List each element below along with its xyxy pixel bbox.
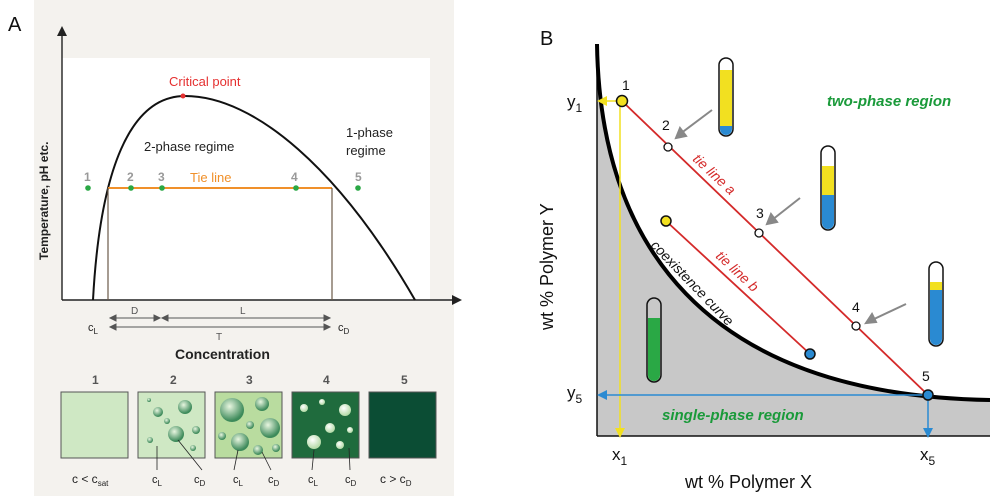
box-number-1: 1 (92, 373, 99, 387)
pointer-arrows (674, 109, 907, 325)
test-tube-point-3 (820, 145, 836, 231)
point-2-label: 2 (662, 117, 670, 133)
dim-d-label: D (131, 306, 138, 317)
x-axis-label: Concentration (175, 346, 270, 362)
x5-label: x5 (920, 445, 936, 468)
two-phase-label: 2-phase regime (144, 139, 234, 154)
x1-label: x1 (612, 445, 628, 468)
point-5-marker (922, 389, 934, 401)
box-4-cd: cD (345, 474, 357, 488)
state-point-2 (128, 185, 134, 191)
point-1-label: 1 (622, 77, 630, 93)
droplets-box-4 (300, 399, 353, 449)
box-number-4: 4 (323, 373, 330, 387)
point-label-5: 5 (355, 170, 362, 184)
coexistence-curve (595, 43, 990, 402)
one-phase-label-line1: 1-phase (346, 125, 393, 140)
box-number-5: 5 (401, 373, 408, 387)
box-number-3: 3 (246, 373, 253, 387)
box-2-cl: cL (152, 474, 163, 488)
point-1-marker (615, 94, 629, 108)
point-label-4: 4 (291, 170, 298, 184)
y-axis-label-b: wt % Polymer Y (537, 203, 557, 331)
cd-axis-label: cD (338, 322, 350, 336)
dim-t-label: T (216, 332, 222, 343)
x1-guide-arrow (615, 428, 625, 438)
tie-line-label: Tie line (190, 170, 231, 185)
box-5-label: c > cD (380, 472, 412, 488)
droplets-box-3 (218, 397, 280, 455)
single-phase-region-label: single-phase region (662, 407, 804, 424)
point-3-label: 3 (756, 205, 764, 221)
y1-label: y1 (567, 92, 583, 115)
box-3-cd: cD (268, 474, 280, 488)
dimension-arrows (108, 314, 332, 331)
test-tube-single-phase (646, 297, 662, 383)
y-axis-label: Temperature, pH etc. (37, 142, 51, 260)
box-label-leaders (156, 439, 351, 471)
point-3-marker (754, 228, 764, 238)
critical-point-label: Critical point (169, 74, 241, 89)
one-phase-label-line2: regime (346, 143, 386, 158)
tie-line-a (621, 100, 929, 396)
panel-a-letter: A (8, 14, 22, 36)
point-5-label: 5 (922, 368, 930, 384)
tie-b-blue-end (804, 348, 816, 360)
box-number-2: 2 (170, 373, 177, 387)
box-2-cd: cD (194, 474, 206, 488)
phase-plot-area (62, 58, 430, 300)
tie-b-yellow-end (660, 215, 672, 227)
state-box-4 (291, 391, 360, 459)
y-axis-arrow (57, 26, 67, 36)
point-label-2: 2 (127, 170, 134, 184)
droplets-box-2 (147, 398, 200, 451)
test-tube-point-2 (718, 57, 734, 137)
critical-point-marker (180, 93, 186, 99)
single-phase-shaded-region (597, 44, 990, 436)
state-point-1 (85, 185, 91, 191)
state-point-5 (355, 185, 361, 191)
x-axis-label-b: wt % Polymer X (684, 472, 812, 492)
cl-axis-label: cL (88, 322, 99, 336)
state-box-5 (368, 391, 437, 459)
x5-guide-arrow (923, 428, 933, 438)
point-label-1: 1 (84, 170, 91, 184)
test-tube-point-4 (928, 261, 944, 347)
two-phase-region-label: two-phase region (827, 93, 951, 110)
tie-line-b (665, 220, 811, 355)
box-3-cl: cL (233, 474, 244, 488)
point-2-marker (663, 142, 673, 152)
state-point-3 (159, 185, 165, 191)
y1-guide-arrow (597, 96, 607, 106)
state-box-1 (60, 391, 129, 459)
state-point-4 (293, 185, 299, 191)
point-label-3: 3 (158, 170, 165, 184)
panel-b-letter: B (540, 28, 554, 50)
point-4-marker (851, 321, 861, 331)
point-4-label: 4 (852, 299, 860, 315)
x-axis-arrow (452, 295, 462, 305)
y5-guide-arrow (597, 390, 607, 400)
dim-l-label: L (240, 306, 246, 317)
y5-label: y5 (567, 383, 583, 406)
box-1-label: c < csat (72, 472, 109, 488)
box-4-cl: cL (308, 474, 319, 488)
